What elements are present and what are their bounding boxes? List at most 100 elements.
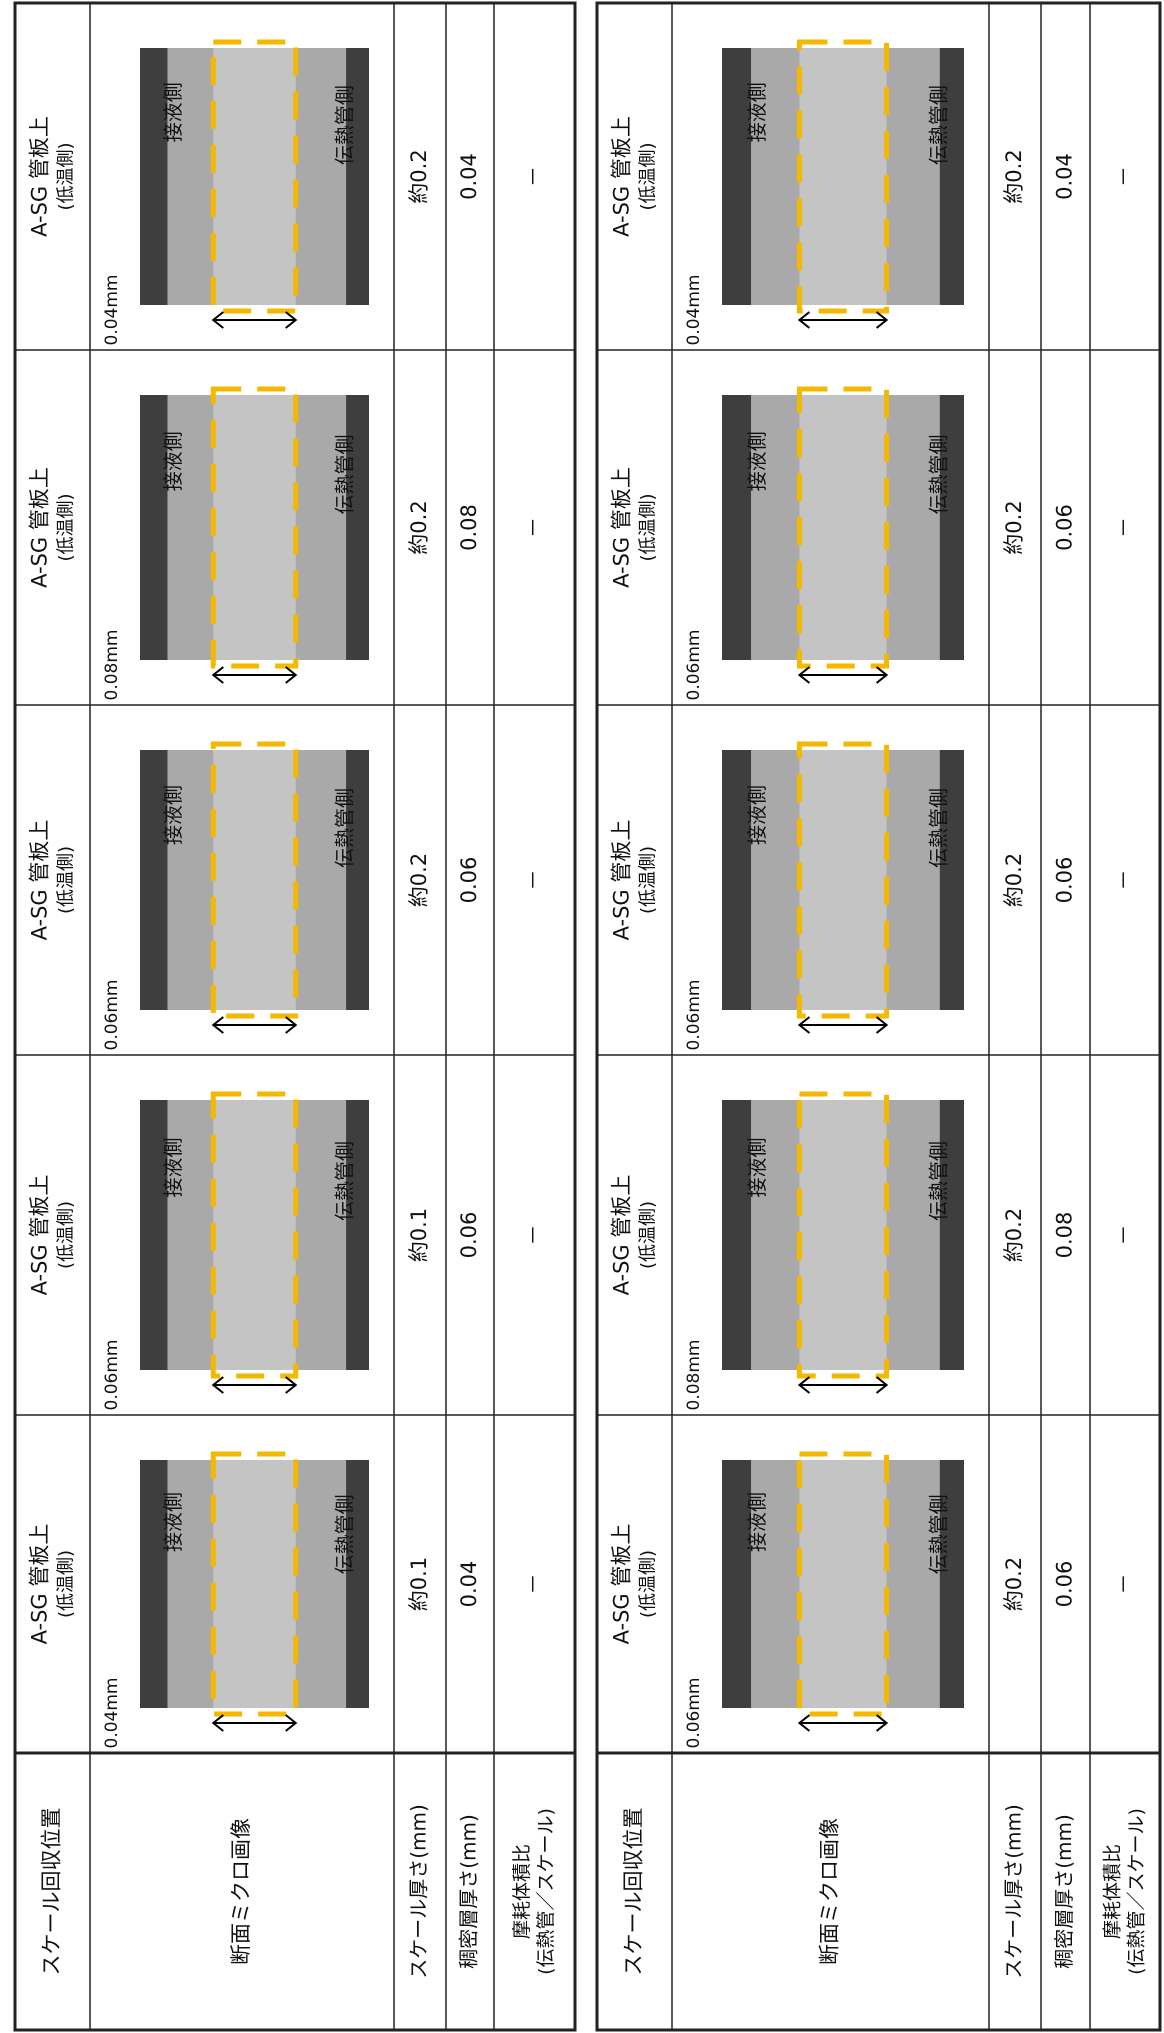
dense-layer-box — [796, 1091, 890, 1379]
dense-value: 0.08 — [1053, 1212, 1077, 1259]
thickness-value: 約0.2 — [1002, 1208, 1026, 1262]
arrow-head — [797, 1714, 889, 1732]
ratio-value: － — [522, 1574, 546, 1595]
location-text: (低温側) — [56, 1201, 77, 1269]
image-label: 接液側 — [161, 1138, 185, 1198]
thickness-value: 約0.2 — [407, 500, 431, 554]
micrograph-dense-layer — [799, 1460, 887, 1708]
header-cell: 稠密層厚さ(mm) — [1052, 1814, 1076, 1969]
image-label: 伝熱管側 — [333, 788, 357, 868]
dimension-label: 0.08mm — [684, 1340, 704, 1411]
thickness-value: 約0.1 — [407, 1208, 431, 1262]
dimension-label: 0.06mm — [684, 1678, 704, 1749]
ratio-value: － — [522, 166, 546, 187]
image-label: 伝熱管側 — [333, 435, 357, 515]
header-cell: (伝熱管／スケール) — [535, 1808, 557, 1975]
image-label: 伝熱管側 — [333, 1141, 357, 1221]
ratio-value: － — [522, 870, 546, 891]
dense-layer-box — [210, 1451, 299, 1717]
dimension-label: 0.06mm — [102, 980, 122, 1051]
thickness-value: 約0.1 — [407, 1557, 431, 1611]
location-text: A-SG 管板上 — [610, 1524, 634, 1645]
location-text: A-SG 管板上 — [28, 1524, 52, 1645]
header-cell: 摩耗体積比 — [1102, 1844, 1124, 1939]
dense-layer-box — [210, 741, 299, 1019]
thickness-value: 約0.2 — [407, 853, 431, 907]
location-text: (低温側) — [638, 142, 659, 210]
image-label: 接液側 — [745, 431, 769, 491]
dense-value: 0.04 — [457, 1561, 481, 1608]
location-text: (低温側) — [56, 846, 77, 914]
thickness-value: 約0.2 — [1002, 853, 1026, 907]
dense-value: 0.06 — [457, 1212, 481, 1259]
dense-layer-box — [210, 1091, 299, 1379]
image-label: 接液側 — [745, 1138, 769, 1198]
dimension-label: 0.04mm — [684, 275, 704, 346]
arrow-head — [211, 1376, 298, 1394]
ratio-value: － — [1112, 1574, 1136, 1595]
arrow-head — [797, 1376, 889, 1394]
arrow-head — [211, 1714, 298, 1732]
location-text: A-SG 管板上 — [28, 820, 52, 941]
header-cell: 稠密層厚さ(mm) — [457, 1814, 481, 1969]
dense-value: 0.04 — [1053, 153, 1077, 200]
micrograph-dense-layer — [213, 395, 296, 660]
location-text: A-SG 管板上 — [28, 1175, 52, 1296]
location-text: (低温側) — [638, 1550, 659, 1618]
header-cell: スケール厚さ(mm) — [1002, 1804, 1026, 1979]
image-label: 接液側 — [745, 1492, 769, 1552]
arrow-head — [797, 1016, 889, 1034]
thickness-value: 約0.2 — [1002, 149, 1026, 203]
table-border — [13, 1, 577, 2032]
dense-value: 0.06 — [1053, 857, 1077, 904]
image-label: 伝熱管側 — [333, 85, 357, 165]
dimension-label: 0.08mm — [102, 630, 122, 701]
dimension-label: 0.06mm — [684, 980, 704, 1051]
ratio-value: － — [522, 1225, 546, 1246]
location-text: (低温側) — [56, 1550, 77, 1618]
location-text: A-SG 管板上 — [610, 116, 634, 237]
micrograph-dense-layer — [213, 1460, 296, 1708]
ratio-value: － — [1112, 870, 1136, 891]
micrograph-dense-layer — [213, 48, 296, 305]
location-text: A-SG 管板上 — [610, 1175, 634, 1296]
location-text: A-SG 管板上 — [28, 467, 52, 588]
thickness-value: 約0.2 — [1002, 500, 1026, 554]
dense-layer-box — [796, 386, 890, 669]
micrograph-dense-layer — [213, 1100, 296, 1370]
location-text: A-SG 管板上 — [610, 467, 634, 588]
location-text: (低温側) — [638, 846, 659, 914]
image-label: 接液側 — [745, 785, 769, 845]
thickness-value: 約0.2 — [407, 149, 431, 203]
image-label: 接液側 — [161, 82, 185, 142]
header-cell: スケール回収位置 — [40, 1808, 64, 1976]
dense-value: 0.06 — [1053, 1561, 1077, 1608]
arrow-head — [211, 1016, 298, 1034]
table-border — [595, 1, 1162, 2032]
header-cell: (伝熱管／スケール) — [1126, 1808, 1148, 1975]
header-cell: 断面ミクロ画像 — [818, 1818, 842, 1965]
image-label: 接液側 — [161, 431, 185, 491]
image-label: 伝熱管側 — [926, 1141, 950, 1221]
image-label: 伝熱管側 — [926, 435, 950, 515]
image-label: 伝熱管側 — [333, 1494, 357, 1574]
image-label: 接液側 — [745, 82, 769, 142]
dimension-label: 0.06mm — [684, 630, 704, 701]
ratio-value: － — [1112, 166, 1136, 187]
dense-value: 0.06 — [1053, 504, 1077, 551]
location-text: (低温側) — [638, 493, 659, 561]
ratio-value: － — [1112, 1225, 1136, 1246]
location-text: A-SG 管板上 — [610, 820, 634, 941]
dimension-label: 0.06mm — [102, 1340, 122, 1411]
image-label: 接液側 — [161, 785, 185, 845]
micrograph-dense-layer — [799, 750, 887, 1010]
image-label: 伝熱管側 — [926, 1494, 950, 1574]
dense-value: 0.08 — [457, 504, 481, 551]
ratio-value: － — [1112, 517, 1136, 538]
arrow-head — [797, 666, 889, 684]
image-label: 伝熱管側 — [926, 788, 950, 868]
location-text: (低温側) — [56, 493, 77, 561]
dense-layer-box — [210, 386, 299, 669]
